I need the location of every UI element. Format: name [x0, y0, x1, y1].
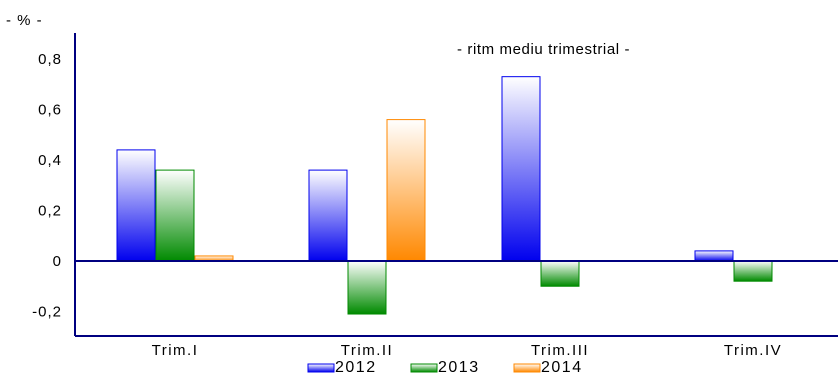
legend-swatch-2013: [410, 363, 438, 373]
bar-2014-trim-ii: [386, 119, 426, 262]
y-tick-label: 0,6: [38, 102, 62, 119]
legend-label-2012: 2012: [335, 359, 377, 373]
bar-2013-trim-iii: [540, 260, 580, 287]
legend-label-2013: 2013: [438, 359, 480, 373]
bar-2013-trim-i: [155, 169, 195, 262]
bar-2013-trim-ii: [347, 260, 387, 315]
legend-swatch-2014: [513, 363, 541, 373]
chart-annotation: - ritm mediu trimestrial -: [457, 41, 630, 58]
x-category-label: Trim.IV: [724, 342, 782, 359]
bar-2012-trim-iii: [501, 76, 541, 262]
y-tick-label: 0,4: [38, 152, 62, 169]
bar-2012-trim-i: [116, 149, 156, 262]
x-category-label: Trim.I: [152, 342, 199, 359]
legend-label-2014: 2014: [541, 359, 583, 373]
legend-swatch-2012: [307, 363, 335, 373]
bar-2012-trim-iv: [694, 250, 734, 262]
legend: 2012 2013 2014: [307, 359, 583, 373]
bar-2012-trim-ii: [308, 169, 348, 262]
y-tick-label: -0,2: [32, 304, 62, 321]
y-unit-label: - % -: [6, 12, 43, 29]
x-category-label: Trim.III: [531, 342, 589, 359]
bar-2013-trim-iv: [733, 260, 773, 282]
y-tick-label: 0,2: [38, 203, 62, 220]
y-tick-label: 0: [53, 253, 62, 270]
x-category-label: Trim.II: [341, 342, 393, 359]
y-tick-label: 0,8: [38, 51, 62, 68]
